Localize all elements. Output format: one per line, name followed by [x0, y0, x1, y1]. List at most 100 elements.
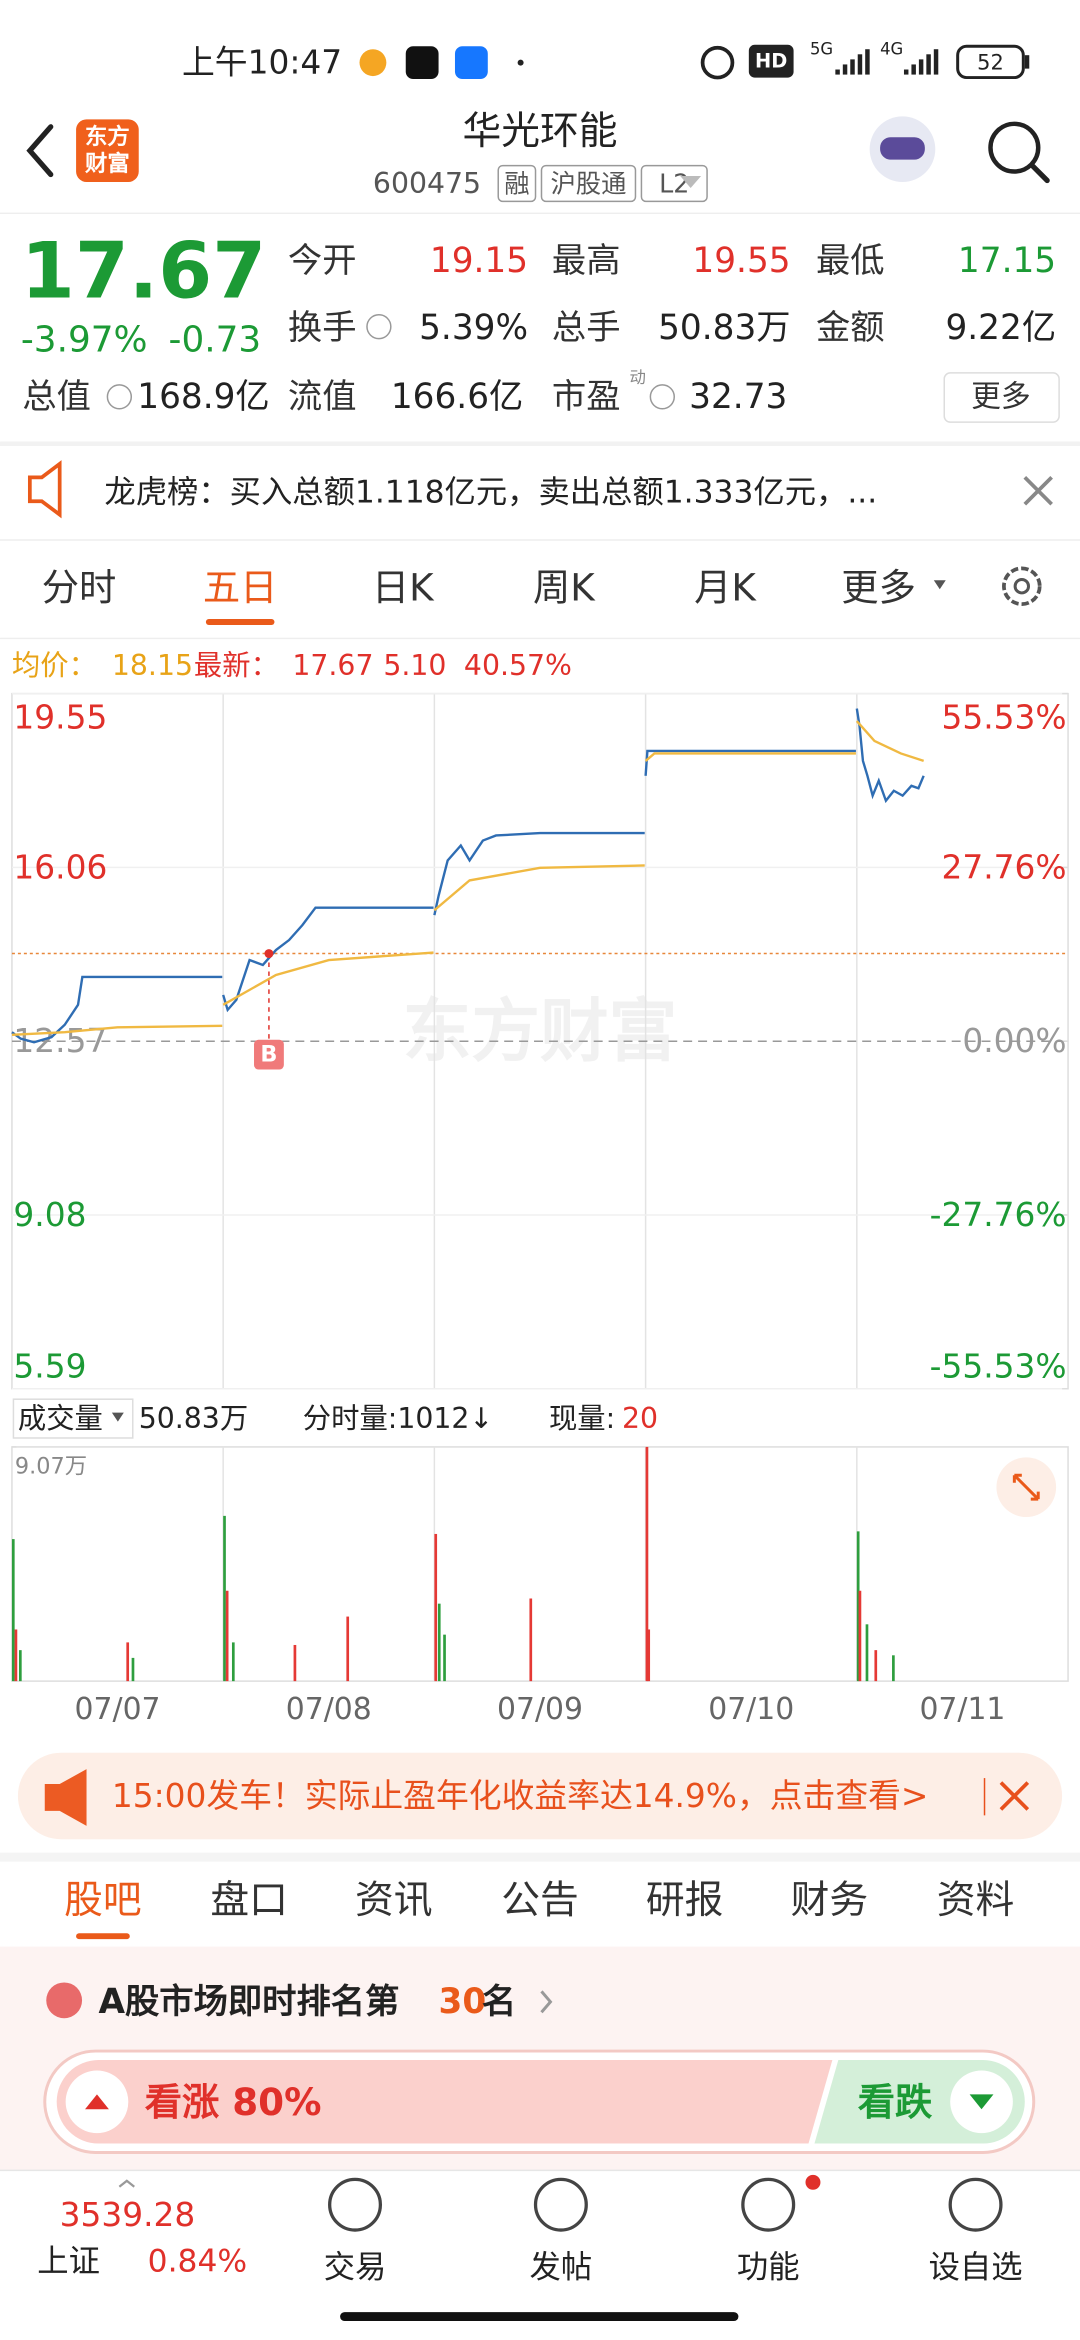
battery-level: 52: [977, 51, 1004, 75]
signal-bar: [857, 54, 863, 75]
stat-value: 19.15: [430, 241, 528, 281]
y-tick-label: 9.07万: [15, 1453, 87, 1479]
close-icon[interactable]: [1023, 476, 1053, 506]
chart-tab[interactable]: 日K: [372, 566, 435, 610]
volume-selector[interactable]: [12, 1398, 134, 1439]
volume-bar: [293, 1644, 297, 1682]
battery: [956, 44, 1025, 80]
dropdown-arrow: [680, 176, 702, 188]
clock: 上午10:47: [182, 44, 342, 82]
signal-bar: [903, 69, 909, 75]
volume-bar: [529, 1598, 533, 1682]
volume-bar: [892, 1655, 895, 1682]
more-button[interactable]: [943, 372, 1060, 423]
settings-icon[interactable]: [1002, 566, 1042, 606]
caret: [118, 2179, 135, 2188]
ranking-text[interactable]: A股市场即时排名第: [98, 1982, 399, 2022]
content-tab[interactable]: 研报: [646, 1878, 724, 1923]
tag: 沪股通: [550, 168, 626, 198]
section-gap: [0, 1852, 1080, 1862]
content-tab[interactable]: 股吧: [64, 1878, 142, 1923]
index-value[interactable]: 3539.28: [60, 2196, 196, 2234]
info-icon: [106, 384, 133, 410]
tag: 融: [504, 168, 529, 198]
buy-marker-text: B: [260, 1042, 277, 1068]
network-type: 4G: [880, 40, 903, 59]
content-tab[interactable]: 财务: [791, 1878, 869, 1923]
volume-bar: [434, 1533, 438, 1682]
search-icon[interactable]: [988, 121, 1041, 174]
stat-value: 168.9亿: [137, 377, 269, 417]
content-tab[interactable]: 资讯: [355, 1878, 433, 1923]
x-tick-label: 07/07: [75, 1692, 161, 1727]
x-tick-label: 07/11: [919, 1692, 1005, 1727]
volume-bar: [14, 1629, 18, 1682]
nav-icon[interactable]: [533, 2177, 588, 2232]
nav-label[interactable]: 功能: [737, 2249, 800, 2285]
stat-label: 金额: [816, 308, 885, 348]
volume-frame: [11, 1446, 1069, 1682]
volume-bar: [858, 1590, 862, 1682]
volume-bar: [223, 1515, 226, 1682]
summary-value: 18.15: [112, 649, 193, 682]
watermark: 东方财富: [403, 992, 677, 1072]
current-label: 现量:: [549, 1402, 615, 1435]
content-tab[interactable]: 资料: [937, 1878, 1015, 1923]
volume-bar: [346, 1616, 350, 1682]
y-tick-label: 5.59: [13, 1347, 86, 1385]
expand-icon: [1012, 1473, 1040, 1501]
ranking-number: 30: [439, 1982, 487, 2022]
nav-icon[interactable]: [948, 2177, 1003, 2232]
chevron: [540, 1990, 553, 2014]
volume-bar: [437, 1603, 441, 1682]
stat-value: 5.39%: [419, 308, 528, 348]
x-tick-label: 07/08: [286, 1692, 372, 1727]
bear-label: 看跌: [858, 2080, 933, 2124]
notice-text[interactable]: 龙虎榜：买入总额1.118亿元，卖出总额1.333亿元，...: [104, 474, 877, 510]
info-icon: [366, 313, 392, 340]
tag: L2: [659, 168, 689, 198]
stat-value: 50.83万: [658, 308, 790, 348]
ad-banner[interactable]: [17, 1752, 1063, 1840]
back-button[interactable]: [26, 124, 54, 178]
more-text: 更多: [971, 379, 1031, 414]
nav-label[interactable]: 交易: [324, 2249, 387, 2285]
summary-value: 17.67: [292, 649, 373, 682]
status-icon: [517, 59, 524, 66]
status-icon: [359, 49, 387, 77]
content-tab[interactable]: 公告: [501, 1878, 579, 1923]
tag-box: [640, 164, 708, 203]
up-arrow: [85, 2094, 109, 2110]
bull-label: 看涨 80%: [145, 2080, 322, 2124]
summary-value: 40.57%: [464, 649, 572, 682]
nav-icon[interactable]: [741, 2177, 796, 2232]
stock-code: 600475: [373, 167, 481, 200]
nav-label[interactable]: 设自选: [929, 2249, 1023, 2285]
price-line: [11, 708, 925, 1044]
signal-bar: [850, 59, 855, 75]
change-percent: -3.97%: [21, 320, 148, 361]
bull-bar[interactable]: [56, 2060, 833, 2144]
hd-text: HD: [755, 50, 787, 73]
chart-tab[interactable]: 周K: [533, 566, 596, 610]
signal-bar: [918, 59, 924, 75]
content-tab[interactable]: 盘口: [210, 1878, 288, 1923]
stat-label: 最低: [816, 241, 885, 281]
stat-value: 19.55: [692, 241, 790, 281]
settings-icon: [1013, 578, 1031, 595]
chart-tab[interactable]: 更多: [841, 566, 916, 610]
volume-bar: [856, 1531, 860, 1682]
nav-label[interactable]: 发帖: [530, 2249, 593, 2285]
speaker-icon: [27, 460, 62, 519]
volume-bar: [443, 1634, 446, 1682]
hd-badge: [748, 44, 794, 78]
chart-tab[interactable]: 五日: [203, 566, 278, 610]
close-icon[interactable]: [999, 1781, 1030, 1811]
alarm-icon: [700, 45, 735, 80]
chart-tab[interactable]: 分时: [42, 566, 117, 610]
nav-icon[interactable]: [328, 2177, 383, 2232]
stat-label: 总手: [552, 308, 621, 348]
stat-label: 总值: [22, 377, 91, 417]
chart-tab[interactable]: 月K: [694, 566, 757, 610]
network-type: 5G: [810, 40, 833, 59]
